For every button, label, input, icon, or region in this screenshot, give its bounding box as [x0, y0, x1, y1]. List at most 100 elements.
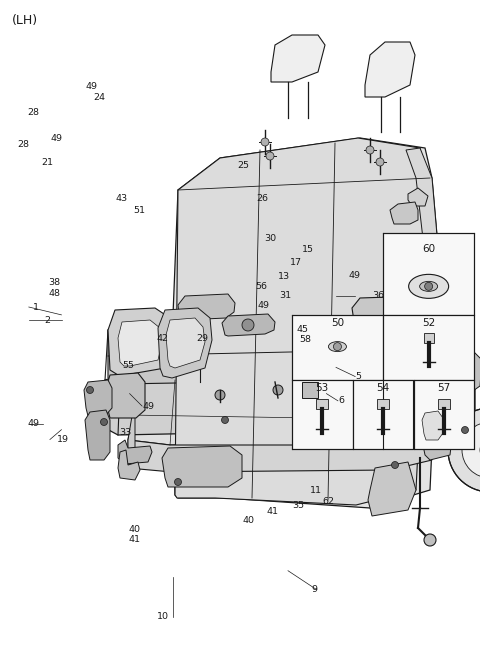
Text: 49: 49	[51, 134, 63, 143]
Text: 40: 40	[242, 516, 254, 525]
Text: 38: 38	[48, 277, 60, 287]
Text: 49: 49	[258, 301, 270, 310]
Polygon shape	[85, 410, 110, 460]
Text: 40: 40	[128, 525, 140, 534]
Text: 13: 13	[277, 272, 289, 281]
Text: 57: 57	[437, 383, 451, 394]
Ellipse shape	[420, 281, 438, 291]
Circle shape	[261, 138, 269, 146]
Text: 45: 45	[297, 325, 309, 334]
Text: 25: 25	[237, 161, 249, 170]
Text: 35: 35	[292, 501, 304, 510]
Text: 54: 54	[376, 383, 390, 394]
Ellipse shape	[328, 342, 347, 352]
Polygon shape	[390, 202, 418, 224]
Text: 31: 31	[279, 291, 291, 300]
Polygon shape	[175, 138, 428, 505]
Bar	[383, 315, 474, 380]
Bar	[353, 380, 413, 449]
Text: 41: 41	[267, 506, 279, 516]
Text: 21: 21	[41, 157, 53, 167]
Text: 2: 2	[44, 316, 50, 325]
Text: 55: 55	[122, 361, 134, 370]
Text: 49: 49	[142, 401, 154, 411]
Text: 49: 49	[85, 82, 97, 91]
Ellipse shape	[408, 274, 449, 298]
Bar	[377, 399, 389, 409]
Text: 49: 49	[348, 271, 360, 280]
Text: 49: 49	[27, 419, 39, 428]
Bar	[438, 399, 450, 409]
Text: (LH): (LH)	[12, 14, 38, 27]
Polygon shape	[84, 380, 112, 416]
Text: 50: 50	[331, 318, 344, 328]
Bar	[413, 380, 474, 449]
Polygon shape	[398, 350, 480, 393]
Text: 53: 53	[315, 383, 329, 394]
Circle shape	[100, 419, 108, 426]
Circle shape	[242, 319, 254, 331]
Polygon shape	[108, 308, 172, 375]
Text: 52: 52	[422, 318, 435, 328]
Circle shape	[448, 408, 480, 492]
Polygon shape	[166, 318, 205, 368]
Text: 58: 58	[300, 335, 312, 344]
Circle shape	[175, 478, 181, 485]
Text: 6: 6	[338, 396, 344, 405]
Text: 15: 15	[302, 245, 314, 255]
Bar	[424, 333, 433, 342]
Polygon shape	[118, 450, 140, 480]
Circle shape	[273, 385, 283, 395]
Bar	[292, 380, 353, 449]
Text: 42: 42	[157, 334, 169, 343]
Text: 19: 19	[57, 435, 69, 444]
Polygon shape	[118, 320, 162, 366]
Text: 28: 28	[18, 140, 30, 150]
Polygon shape	[222, 314, 275, 336]
Bar	[292, 315, 383, 380]
Text: 48: 48	[48, 289, 60, 298]
Polygon shape	[108, 322, 472, 384]
Circle shape	[425, 282, 432, 291]
Text: 30: 30	[264, 234, 276, 243]
Bar	[383, 233, 474, 315]
Text: 36: 36	[372, 291, 384, 300]
Text: 1: 1	[33, 302, 39, 312]
Polygon shape	[105, 370, 475, 435]
Text: 62: 62	[323, 497, 335, 506]
Polygon shape	[118, 440, 152, 464]
Polygon shape	[106, 373, 145, 418]
Circle shape	[221, 417, 228, 424]
Polygon shape	[368, 462, 416, 516]
Polygon shape	[162, 446, 242, 487]
Text: 56: 56	[255, 281, 267, 291]
Circle shape	[366, 146, 374, 154]
Polygon shape	[128, 380, 435, 445]
Circle shape	[334, 342, 341, 350]
Polygon shape	[172, 138, 440, 508]
Text: 33: 33	[119, 428, 132, 438]
Polygon shape	[271, 35, 325, 82]
Circle shape	[462, 422, 480, 478]
Text: 43: 43	[115, 194, 127, 203]
Polygon shape	[422, 411, 443, 440]
Circle shape	[461, 426, 468, 434]
Circle shape	[215, 390, 225, 400]
Text: 11: 11	[310, 486, 322, 495]
Text: 5: 5	[355, 372, 361, 381]
Bar	[302, 382, 318, 398]
Polygon shape	[408, 188, 428, 206]
Text: 41: 41	[128, 535, 140, 544]
Circle shape	[266, 152, 274, 160]
Text: 9: 9	[311, 585, 317, 594]
Circle shape	[392, 462, 398, 468]
Polygon shape	[178, 294, 235, 323]
Text: 26: 26	[256, 194, 268, 203]
Text: 60: 60	[422, 244, 435, 255]
Text: 17: 17	[290, 258, 302, 267]
Text: 51: 51	[133, 206, 145, 215]
Polygon shape	[128, 398, 135, 468]
Text: 28: 28	[27, 108, 39, 117]
Circle shape	[86, 386, 94, 394]
Polygon shape	[158, 308, 212, 378]
